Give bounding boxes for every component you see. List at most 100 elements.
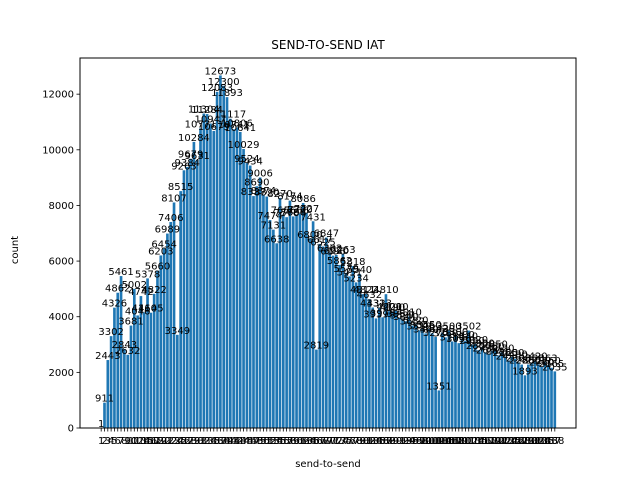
x-tick-label: 27 <box>181 436 194 447</box>
x-tick-label: 96 <box>409 436 422 447</box>
x-tick-label: 92 <box>396 436 409 447</box>
bar-value-label: 8320 <box>254 188 279 199</box>
bar-value-label: 3978 <box>370 308 395 319</box>
bar-value-label: 6302 <box>317 244 342 255</box>
bar-value-label: 4046 <box>125 306 150 317</box>
bar-value-label: 8515 <box>168 182 193 193</box>
bar <box>159 255 163 428</box>
bar-value-label: 5451 <box>337 267 362 278</box>
x-tick-label: 124 <box>499 436 518 447</box>
x-tick-label: 24 <box>171 436 184 447</box>
bar <box>546 365 550 428</box>
bar-value-label: 4742 <box>128 287 153 298</box>
bar-value-label: 9006 <box>247 168 272 179</box>
x-tick-label: 37 <box>214 436 227 447</box>
x-tick-label: 133 <box>529 436 548 447</box>
x-tick-label: 87 <box>380 436 393 447</box>
bar-value-label: 4862 <box>105 284 130 295</box>
bar <box>166 233 169 428</box>
bar-value-label: 3420 <box>430 324 455 335</box>
x-tick-label: 67 <box>313 436 326 447</box>
bar-value-label: 6220 <box>324 246 349 257</box>
bar-value-label: 3954 <box>386 309 411 320</box>
x-tick-label: 86 <box>376 436 389 447</box>
bar <box>202 113 206 428</box>
x-tick-label: 119 <box>482 436 501 447</box>
bar-value-label: 1351 <box>426 381 451 392</box>
bar-value-label: 10029 <box>228 140 260 151</box>
bar-value-label: 5660 <box>145 262 170 273</box>
bar-value-label: 10284 <box>178 133 210 144</box>
bar <box>109 336 113 428</box>
x-tick-label: 70 <box>323 436 336 447</box>
bar-value-label: 3302 <box>98 327 123 338</box>
x-tick-label: 2 <box>101 436 107 447</box>
x-tick-label: 114 <box>466 436 485 447</box>
x-tick-label: 34 <box>204 436 217 447</box>
bar-value-label: 3546 <box>410 320 435 331</box>
y-tick-label: 10000 <box>42 145 74 156</box>
y-axis-label: count <box>10 236 21 264</box>
x-tick-label: 15 <box>141 436 154 447</box>
bar-value-label: 6196 <box>320 247 345 258</box>
bar <box>348 276 351 428</box>
bar <box>116 292 120 428</box>
x-tick-label: 88 <box>383 436 396 447</box>
bar <box>189 158 192 429</box>
bar <box>238 131 242 428</box>
x-tick-label: 25 <box>174 436 187 447</box>
x-tick-label: 18 <box>151 436 164 447</box>
bar <box>139 296 143 428</box>
bar <box>325 237 328 428</box>
bar <box>507 360 510 428</box>
bar <box>235 127 239 428</box>
bar-value-label: 6263 <box>330 245 355 256</box>
x-tick-label: 42 <box>231 436 244 447</box>
bar-value-label: 10947 <box>195 114 227 125</box>
x-tick-label: 115 <box>469 436 488 447</box>
bar <box>384 294 388 428</box>
x-tick-label: 6 <box>115 436 121 447</box>
bar-value-label: 11117 <box>214 110 246 121</box>
bar-value-label: 3682 <box>400 317 425 328</box>
bar <box>162 248 166 428</box>
bar <box>553 371 557 428</box>
bar <box>272 229 275 428</box>
x-tick-label: 78 <box>350 436 363 447</box>
bar <box>212 130 216 429</box>
x-tick-label: 121 <box>489 436 508 447</box>
x-tick-label: 104 <box>433 436 452 447</box>
bar <box>219 75 222 428</box>
x-tick-label: 36 <box>211 436 224 447</box>
x-tick-label: 39 <box>221 436 234 447</box>
bar <box>407 316 411 428</box>
x-tick-label: 49 <box>254 436 267 447</box>
bar <box>281 214 285 428</box>
bar <box>351 266 355 428</box>
bar <box>232 129 235 428</box>
bar-value-label: 5862 <box>327 256 352 267</box>
bar <box>387 311 391 428</box>
bar <box>334 254 338 428</box>
bar <box>242 149 245 428</box>
x-tick-label: 48 <box>250 436 263 447</box>
bar <box>474 343 477 428</box>
x-tick-label: 26 <box>178 436 191 447</box>
bar-value-label: 4326 <box>102 299 127 310</box>
bar <box>262 195 265 428</box>
x-tick-label: 31 <box>194 436 207 447</box>
x-tick-label: 44 <box>237 436 250 447</box>
bar <box>245 163 249 429</box>
bar <box>378 307 381 428</box>
bar <box>103 402 106 428</box>
bar-value-label: 2280 <box>509 356 534 367</box>
bar-value-label: 3500 <box>436 322 461 333</box>
bar-value-label: 7666 <box>271 206 296 217</box>
x-tick-label: 17 <box>148 436 161 447</box>
bar <box>470 344 474 428</box>
bar <box>527 364 530 428</box>
x-tick-label: 81 <box>360 436 373 447</box>
bar <box>288 200 292 428</box>
bar-value-label: 2819 <box>304 341 329 352</box>
bar-value-label: 9679 <box>178 150 203 161</box>
